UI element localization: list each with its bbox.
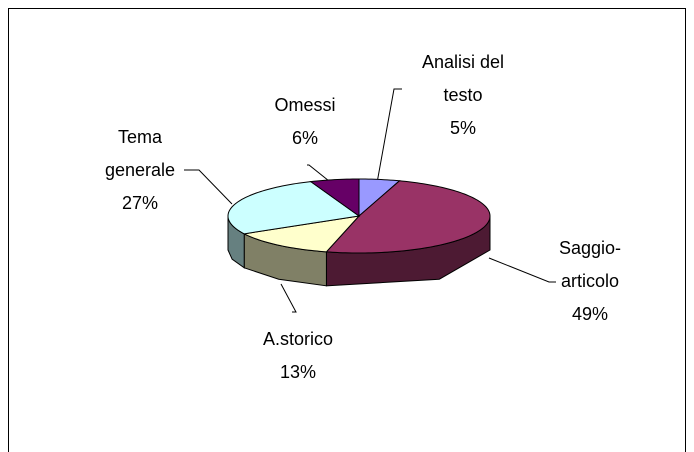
leader-line — [488, 257, 556, 283]
label-name: Tema generale — [104, 127, 176, 180]
leader-lines — [184, 88, 556, 313]
label-name: Omessi — [274, 95, 336, 115]
label-value: 49% — [571, 304, 609, 324]
slice-label: Omessi 6% — [260, 89, 350, 155]
leader-line — [280, 283, 297, 313]
leader-line — [307, 164, 335, 186]
slice-label: Tema generale 27% — [97, 121, 183, 220]
leader-line — [376, 88, 402, 184]
label-value: 5% — [449, 118, 476, 138]
slice — [227, 181, 361, 235]
label-value: 13% — [279, 362, 317, 382]
label-name: A.storico — [262, 329, 334, 349]
slice — [309, 178, 360, 217]
label-name: Saggio-articolo — [558, 238, 622, 291]
leader-line — [184, 169, 233, 205]
slice — [325, 180, 491, 254]
slice — [242, 215, 361, 253]
label-value: 6% — [291, 128, 318, 148]
label-value: 27% — [121, 193, 159, 213]
slice-label: Analisi del testo 5% — [408, 46, 518, 145]
pie — [227, 178, 491, 287]
label-name: Analisi del testo — [421, 52, 505, 105]
slice-label: A.storico 13% — [248, 323, 348, 389]
slice-label: Saggio-articolo 49% — [550, 232, 630, 331]
